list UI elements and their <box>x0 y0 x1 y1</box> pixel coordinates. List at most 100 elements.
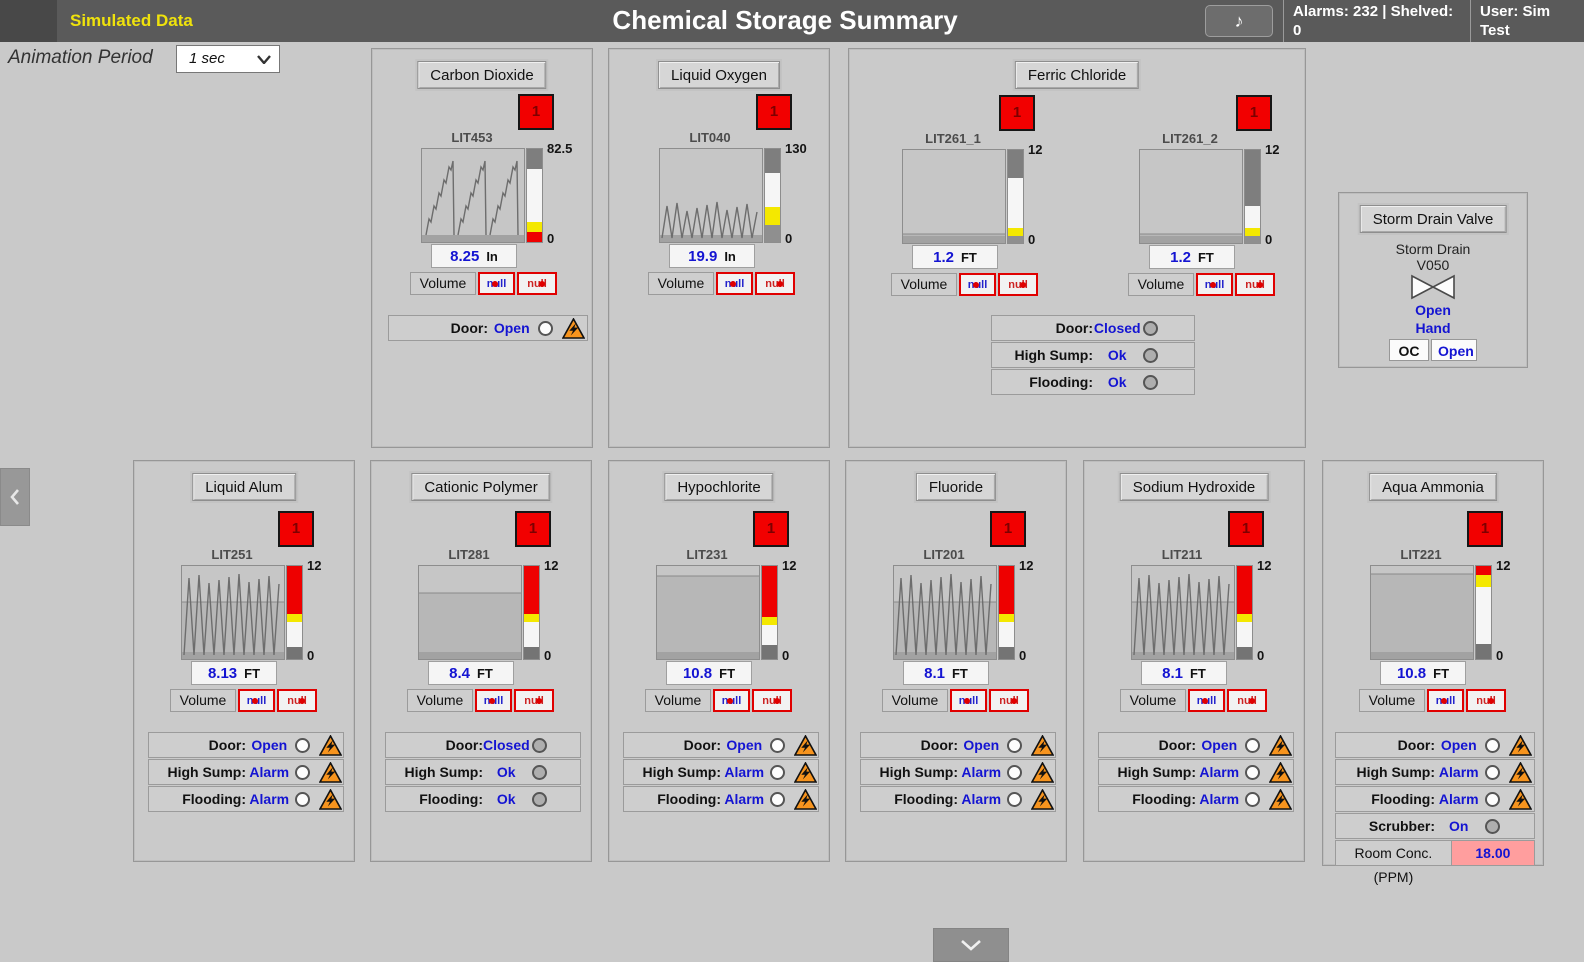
volume-value-button-1[interactable]: null <box>475 689 512 712</box>
volume-value-button-2[interactable]: null <box>1227 689 1267 712</box>
tank-tag-label: LIT040 <box>689 130 731 145</box>
gauge-band <box>999 621 1014 647</box>
valve-oc-button[interactable]: OC <box>1389 339 1429 361</box>
panel-title-button-storm-drain-valve[interactable]: Storm Drain Valve <box>1359 205 1507 233</box>
alarm-count-badge[interactable]: 1 <box>278 511 314 547</box>
gauge-band <box>1476 587 1491 645</box>
animation-period-select[interactable]: 1 sec <box>176 45 280 73</box>
alarm-warning-icon[interactable] <box>1268 734 1292 756</box>
level-value: 8.4 <box>449 664 470 682</box>
alarm-warning-icon[interactable] <box>318 734 342 756</box>
alarm-count-badge[interactable]: 1 <box>515 511 551 547</box>
volume-value-button-2[interactable]: null <box>752 689 792 712</box>
alarm-warning-icon[interactable] <box>1268 788 1292 810</box>
alarm-sound-button[interactable]: ♪ <box>1205 5 1273 37</box>
status-indicator <box>1484 818 1500 834</box>
tank-tag-label: LIT281 <box>448 547 490 562</box>
valve-open-value-button[interactable]: Open <box>1431 339 1477 361</box>
bad-quality-dot-icon <box>1020 282 1026 288</box>
menu-corner-block[interactable] <box>0 0 57 42</box>
alarm-warning-icon[interactable] <box>1268 761 1292 783</box>
panel-title-button-carbon-dioxide[interactable]: Carbon Dioxide <box>417 61 547 89</box>
gauge-band <box>1245 228 1260 236</box>
valve-icon[interactable] <box>1410 274 1456 305</box>
status-value: Alarm <box>724 791 765 807</box>
level-value-box: 10.8 FT <box>1380 661 1466 685</box>
bad-quality-dot-icon <box>252 698 258 704</box>
panel-storm-drain-valve: Storm Drain Valve Storm Drain V050 Open Hand… <box>1338 192 1528 368</box>
panel-title-button-cationic-polymer[interactable]: Cationic Polymer <box>411 473 551 501</box>
alarm-count-badge[interactable]: 1 <box>1467 511 1503 547</box>
status-indicator <box>1006 737 1022 753</box>
status-value: Alarm <box>961 764 1002 780</box>
alarm-count-badge[interactable]: 1 <box>756 94 792 130</box>
volume-value-button-1[interactable]: null <box>1188 689 1225 712</box>
alarm-warning-icon[interactable] <box>1030 734 1054 756</box>
alarm-count-badge[interactable]: 1 <box>999 95 1035 131</box>
status-value: Alarm <box>1438 791 1479 807</box>
volume-value-button-2[interactable]: null <box>755 272 795 295</box>
alarm-count-badge[interactable]: 1 <box>1228 511 1264 547</box>
panel-title-button-sodium-hydroxide[interactable]: Sodium Hydroxide <box>1119 473 1269 501</box>
alarm-warning-icon[interactable] <box>1508 734 1532 756</box>
level-trend-chart <box>893 565 997 660</box>
gauge-max-label: 82.5 <box>547 141 573 156</box>
alarm-warning-icon[interactable] <box>1030 761 1054 783</box>
status-value: Open <box>963 737 1000 753</box>
alarm-warning-icon[interactable] <box>793 761 817 783</box>
volume-value-button-2[interactable]: null <box>517 272 557 295</box>
status-label: Door: <box>683 737 721 753</box>
panel-title-button-liquid-alum[interactable]: Liquid Alum <box>192 473 296 501</box>
alarm-warning-icon[interactable] <box>318 761 342 783</box>
volume-value-button-2[interactable]: null <box>1466 689 1506 712</box>
volume-value-button-1[interactable]: null <box>959 273 996 296</box>
volume-value-button-1[interactable]: null <box>713 689 750 712</box>
level-trend-chart <box>656 565 760 660</box>
volume-value-button-1[interactable]: null <box>238 689 275 712</box>
level-trend-chart <box>659 148 763 243</box>
level-value-box: 19.9 In <box>669 244 755 268</box>
volume-value-button-2[interactable]: null <box>514 689 554 712</box>
level-gauge <box>526 148 543 243</box>
status-indicator <box>1244 791 1260 807</box>
left-flyout-tab[interactable] <box>0 468 30 526</box>
alarm-warning-icon[interactable] <box>793 788 817 810</box>
panel-title-button-ferric-chloride[interactable]: Ferric Chloride <box>1014 61 1140 89</box>
alarm-count-badge[interactable]: 1 <box>753 511 789 547</box>
volume-value-button-2[interactable]: null <box>989 689 1029 712</box>
status-indicator <box>294 737 310 753</box>
volume-value-button-1[interactable]: null <box>478 272 515 295</box>
gauge-band <box>524 614 539 622</box>
panel-title-button-aqua-ammonia[interactable]: Aqua Ammonia <box>1369 473 1497 501</box>
alarm-count-badge[interactable]: 1 <box>1236 95 1272 131</box>
status-table: Door: Open High Sump: Alarm Flooding: Alarm <box>623 732 819 813</box>
panel-title-button-hypochlorite[interactable]: Hypochlorite <box>664 473 774 501</box>
alarm-warning-icon[interactable] <box>1508 761 1532 783</box>
volume-label: Volume <box>1128 273 1194 296</box>
volume-value-button-2[interactable]: null <box>998 273 1038 296</box>
alarm-warning-icon[interactable] <box>561 317 585 339</box>
volume-value-button-1[interactable]: null <box>1427 689 1464 712</box>
user-label: User: Sim Test <box>1480 3 1551 39</box>
scroll-down-button[interactable] <box>933 928 1009 962</box>
alarm-warning-icon[interactable] <box>1508 788 1532 810</box>
panel-title-button-fluoride[interactable]: Fluoride <box>915 473 997 501</box>
level-value-box: 8.25 In <box>431 244 517 268</box>
panel-title-button-liquid-oxygen[interactable]: Liquid Oxygen <box>658 61 780 89</box>
panel-liquid-alum: Liquid Alum 1LIT2511208.13FTVolumenullnul… <box>133 460 355 862</box>
level-gauge <box>1236 565 1253 660</box>
level-value: 10.8 <box>682 664 713 682</box>
alarm-count-badge[interactable]: 1 <box>990 511 1026 547</box>
volume-value-button-1[interactable]: null <box>716 272 753 295</box>
volume-value-button-2[interactable]: null <box>1235 273 1275 296</box>
alarm-warning-icon[interactable] <box>1030 788 1054 810</box>
alarm-warning-icon[interactable] <box>318 788 342 810</box>
alarm-count-badge[interactable]: 1 <box>518 94 554 130</box>
status-row-flooding: Flooding: Alarm <box>1335 786 1535 812</box>
volume-value-button-1[interactable]: null <box>1196 273 1233 296</box>
volume-value-button-1[interactable]: null <box>950 689 987 712</box>
level-value: 10.8 <box>1396 664 1427 682</box>
alarm-warning-icon[interactable] <box>793 734 817 756</box>
volume-value-button-2[interactable]: null <box>277 689 317 712</box>
